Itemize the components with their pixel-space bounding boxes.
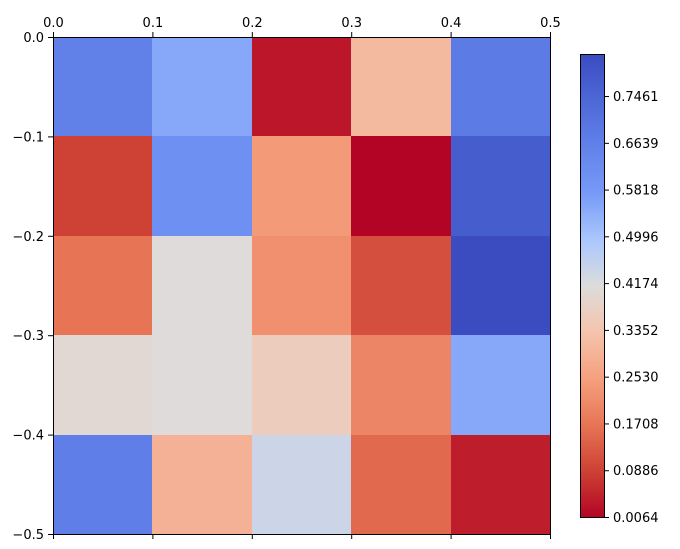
colorbar-tick-label: 0.6639: [613, 137, 659, 152]
y-tick-label: −0.4: [12, 429, 44, 444]
y-axis-ticks: 0.0 −0.1 −0.2 −0.3 −0.4 −0.5: [12, 31, 53, 543]
heatmap-cell-r2-c2: [252, 236, 351, 335]
heatmap-cell-r3-c1: [152, 335, 252, 435]
heatmap-cell-r0-c4: [451, 37, 550, 136]
colorbar-tick-label: 0.1708: [613, 417, 659, 432]
heatmap-cells: [53, 37, 550, 534]
x-tick-label: 0.0: [43, 16, 64, 31]
x-tick-label: 0.4: [441, 16, 462, 31]
heatmap-cell-r3-c2: [252, 335, 351, 435]
colorbar-tick-label: 0.0886: [613, 464, 659, 479]
colorbar-tick-label: 0.4996: [613, 230, 659, 245]
heatmap-cell-r1-c3: [351, 136, 451, 236]
y-tick-label: −0.1: [12, 130, 44, 145]
heatmap-cell-r0-c0: [53, 37, 152, 136]
heatmap-cell-r2-c0: [53, 236, 152, 335]
heatmap-cell-r1-c4: [451, 136, 550, 236]
x-axis-ticks: 0.0 0.1 0.2 0.3 0.4 0.5: [43, 16, 561, 539]
heatmap-cell-r0-c1: [152, 37, 252, 136]
heatmap-cell-r1-c0: [53, 136, 152, 236]
heatmap-cell-r4-c0: [53, 435, 152, 534]
colorbar-tick-label: 0.5818: [613, 184, 659, 199]
heatmap-cell-r0-c2: [252, 37, 351, 136]
heatmap-cell-r2-c3: [351, 236, 451, 335]
y-tick-label: −0.2: [12, 230, 44, 245]
heatmap-cell-r3-c0: [53, 335, 152, 435]
heatmap-cell-r4-c3: [351, 435, 451, 534]
colorbar-tick-label: 0.0064: [613, 511, 659, 526]
colorbar-tick-label: 0.2530: [613, 371, 659, 386]
heatmap-cell-r3-c3: [351, 335, 451, 435]
heatmap-cell-r2-c1: [152, 236, 252, 335]
colorbar: [580, 54, 605, 518]
colorbar-tick-label: 0.7461: [613, 90, 659, 105]
heatmap-cell-r2-c4: [451, 236, 550, 335]
axes-frame: [53, 37, 551, 535]
heatmap-cell-r0-c3: [351, 37, 451, 136]
heatmap-cell-r4-c1: [152, 435, 252, 534]
y-tick-label: 0.0: [23, 31, 44, 46]
x-tick-label: 0.1: [143, 16, 164, 31]
colorbar-ticks: 0.0064 0.0886 0.1708 0.2530 0.3352 0.4174 0.49…: [604, 90, 659, 526]
heatmap-cell-r4-c2: [252, 435, 351, 534]
heatmap-cell-r3-c4: [451, 335, 550, 435]
heatmap-cell-r1-c2: [252, 136, 351, 236]
y-tick-label: −0.5: [12, 528, 44, 543]
x-tick-label: 0.3: [341, 16, 362, 31]
colorbar-tick-label: 0.4174: [613, 277, 659, 292]
heatmap-cell-r1-c1: [152, 136, 252, 236]
x-tick-label: 0.2: [242, 16, 263, 31]
heatmap-cell-r4-c4: [451, 435, 550, 534]
colorbar-tick-label: 0.3352: [613, 324, 659, 339]
x-tick-label: 0.5: [540, 16, 561, 31]
y-tick-label: −0.3: [12, 329, 44, 344]
